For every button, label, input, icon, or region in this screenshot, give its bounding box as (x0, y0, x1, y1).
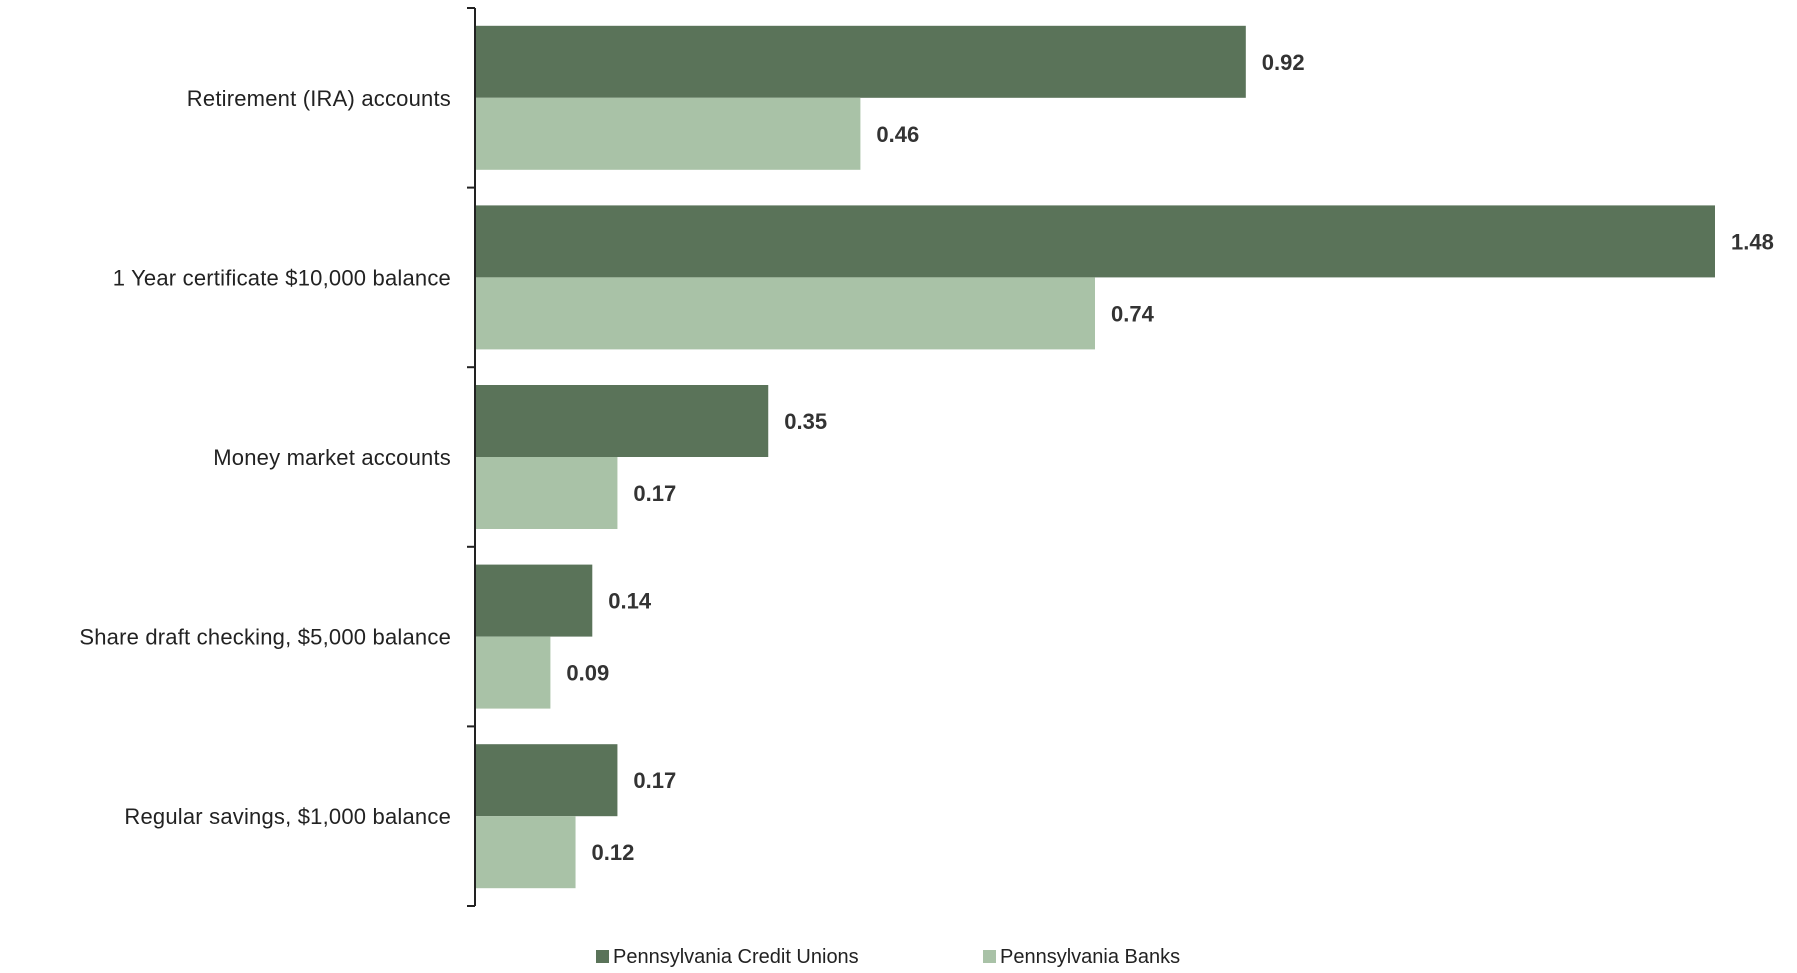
legend-label-pennsylvania-banks: Pennsylvania Banks (1000, 946, 1180, 968)
bar-pennsylvania-credit-unions-1-year-certificate-10-000-balance (475, 205, 1715, 278)
value-label-pennsylvania-credit-unions-1-year-certificate-10-000-balance: 1.48 (1731, 229, 1774, 254)
bars-layer (475, 25, 1715, 889)
value-label-pennsylvania-banks-retirement-ira-accounts: 0.46 (876, 122, 919, 147)
value-label-pennsylvania-banks-money-market-accounts: 0.17 (633, 481, 676, 506)
value-label-pennsylvania-credit-unions-money-market-accounts: 0.35 (784, 409, 827, 434)
legend-swatch-pennsylvania-banks (983, 950, 996, 963)
legend-label-pennsylvania-credit-unions: Pennsylvania Credit Unions (613, 946, 859, 968)
bar-pennsylvania-banks-1-year-certificate-10-000-balance (475, 277, 1095, 350)
category-label-retirement-ira-accounts: Retirement (IRA) accounts (187, 86, 451, 111)
bar-pennsylvania-banks-share-draft-checking-5-000-balance (475, 636, 551, 709)
value-label-pennsylvania-credit-unions-retirement-ira-accounts: 0.92 (1262, 50, 1305, 75)
category-label-share-draft-checking-5-000-balance: Share draft checking, $5,000 balance (79, 625, 451, 650)
value-label-pennsylvania-banks-share-draft-checking-5-000-balance: 0.09 (566, 661, 609, 686)
value-label-pennsylvania-banks-1-year-certificate-10-000-balance: 0.74 (1111, 301, 1155, 326)
bar-pennsylvania-credit-unions-retirement-ira-accounts (475, 25, 1246, 98)
category-label-1-year-certificate-10-000-balance: 1 Year certificate $10,000 balance (113, 265, 451, 290)
category-label-money-market-accounts: Money market accounts (213, 445, 451, 470)
legend-swatch-pennsylvania-credit-unions (596, 950, 609, 963)
category-label-regular-savings-1-000-balance: Regular savings, $1,000 balance (124, 804, 451, 829)
bar-pennsylvania-banks-retirement-ira-accounts (475, 97, 861, 170)
bar-pennsylvania-banks-regular-savings-1-000-balance (475, 816, 576, 889)
bar-pennsylvania-banks-money-market-accounts (475, 457, 618, 529)
legend: Pennsylvania Credit Unions Pennsylvania B… (596, 946, 1180, 968)
bar-pennsylvania-credit-unions-money-market-accounts (475, 385, 769, 457)
bar-pennsylvania-credit-unions-share-draft-checking-5-000-balance (475, 564, 593, 637)
value-label-pennsylvania-credit-unions-regular-savings-1-000-balance: 0.17 (633, 768, 676, 793)
y-axis (467, 7, 476, 907)
value-label-pennsylvania-credit-unions-share-draft-checking-5-000-balance: 0.14 (608, 589, 652, 614)
value-label-pennsylvania-banks-regular-savings-1-000-balance: 0.12 (592, 840, 635, 865)
bar-pennsylvania-credit-unions-regular-savings-1-000-balance (475, 744, 618, 817)
labels-layer: Retirement (IRA) accounts 0.92 0.46 1 Year … (79, 50, 1774, 865)
